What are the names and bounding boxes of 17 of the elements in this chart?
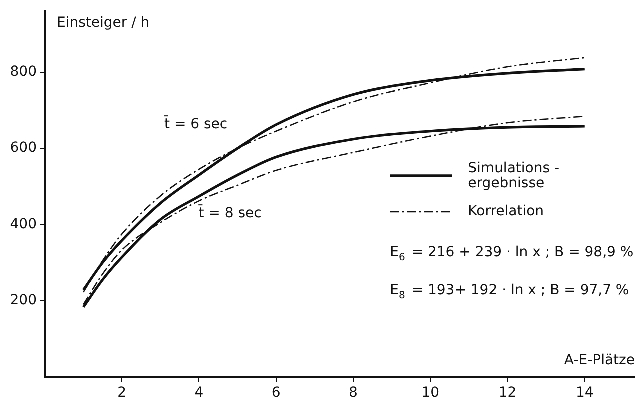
x-tick-label: 10 [422, 385, 440, 401]
x-tick-label: 2 [118, 385, 127, 401]
x-tick-label: 14 [576, 385, 594, 401]
y-tick-label: 800 [10, 64, 37, 80]
annotation: t̄ = 8 sec [198, 204, 262, 222]
y-tick-label: 200 [10, 292, 37, 308]
legend-label: Simulations - ergebnisse [468, 160, 560, 192]
x-tick-label: 4 [194, 385, 204, 401]
x-tick-label: 8 [349, 385, 358, 401]
x-tick-label: 6 [272, 385, 281, 401]
x-tick-label: 12 [498, 385, 517, 401]
annotation: t̄ = 6 sec [164, 114, 228, 132]
y-tick-label: 600 [10, 140, 37, 156]
x-axis-title: A-E-Plätze [564, 352, 635, 369]
y-axis-title: Einsteiger / h [57, 15, 150, 32]
legend-label: Korrelation [468, 204, 544, 220]
y-tick-label: 400 [10, 216, 37, 232]
